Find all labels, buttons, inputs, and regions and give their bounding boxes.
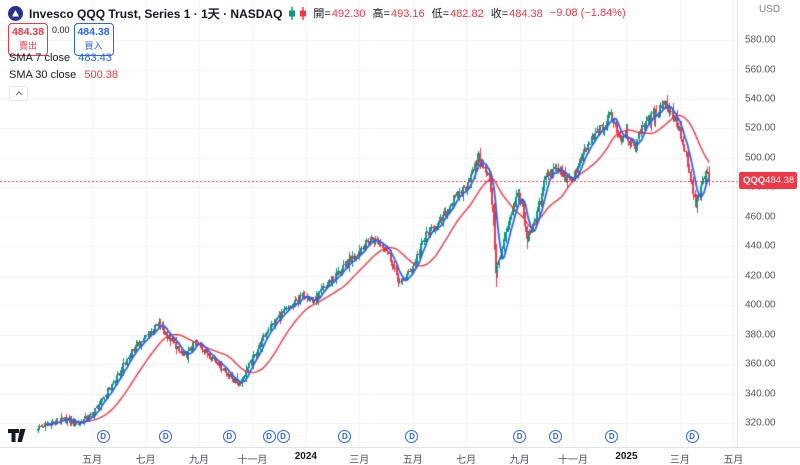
candle-style-icons — [288, 6, 307, 20]
open-label: 開= — [313, 8, 331, 20]
currency-label: USD — [758, 4, 781, 15]
indicator-row-sma7[interactable]: SMA 7 close 483.43 — [9, 52, 112, 64]
buy-label: 買入 — [84, 41, 103, 51]
price-chart-canvas[interactable] — [0, 0, 737, 447]
price-axis-label: 460.00 — [745, 211, 776, 223]
price-axis-label: 420.00 — [745, 270, 776, 282]
indicator-row-sma30[interactable]: SMA 30 close 500.38 — [9, 69, 118, 81]
time-axis-label: 五月 — [402, 455, 423, 465]
price-axis-label: 340.00 — [745, 388, 776, 400]
time-axis-label: 十一月 — [558, 455, 589, 465]
down-candle-icon — [300, 6, 307, 20]
tradingview-logo-glyph — [8, 429, 26, 442]
low-value: 482.82 — [450, 8, 484, 20]
up-candle-icon — [289, 6, 296, 20]
time-axis[interactable]: 五月 七月 九月 十一月 2024 三月 五月 七月 九月 十一月 2025 三月 五月 — [0, 447, 800, 465]
ohlc-values: 開=492.30 高=493.16 低=482.82 收=484.38 −9.0… — [313, 5, 625, 21]
time-axis-label: 五月 — [723, 455, 744, 465]
dividend-marker[interactable]: D — [405, 430, 419, 443]
dividend-marker[interactable]: D — [159, 430, 173, 443]
low-label: 低= — [431, 8, 450, 20]
price-axis-label: 500.00 — [745, 152, 776, 164]
buy-price: 484.38 — [77, 26, 110, 38]
time-axis-label: 三月 — [349, 455, 370, 465]
time-axis-label: 2025 — [615, 451, 638, 462]
close-label: 收= — [490, 8, 509, 20]
tradingview-logo[interactable] — [8, 429, 27, 447]
price-axis-label: 380.00 — [745, 329, 776, 341]
high-field: 高=493.16 — [373, 5, 425, 21]
time-axis-label: 七月 — [135, 455, 156, 465]
invesco-logo-glyph — [12, 9, 19, 16]
dividend-marker[interactable]: D — [96, 430, 110, 443]
dividend-marker[interactable]: D — [605, 430, 619, 443]
sell-label: 賣出 — [18, 41, 37, 51]
chevron-up-icon — [15, 91, 22, 96]
price-axis-label: 400.00 — [745, 299, 776, 311]
sma7-name: SMA 7 close — [9, 52, 71, 64]
price-axis-label: 540.00 — [745, 93, 776, 105]
high-value: 493.16 — [390, 8, 425, 20]
sell-button[interactable]: 484.38 賣出 — [8, 23, 48, 56]
trade-panel: 484.38 賣出 0.00 484.38 買入 — [8, 23, 114, 56]
sma7-value: 483.43 — [78, 52, 112, 64]
dividend-marker[interactable]: D — [549, 430, 563, 443]
time-axis-label: 九月 — [509, 455, 530, 465]
price-axis-label: 560.00 — [745, 64, 776, 76]
dividend-marker[interactable]: D — [338, 430, 352, 443]
spread-value: 0.00 — [52, 25, 70, 35]
open-value: 492.30 — [331, 8, 366, 20]
dividend-marker[interactable]: D — [262, 430, 276, 443]
time-axis-label: 十一月 — [237, 455, 268, 465]
buy-button[interactable]: 484.38 買入 — [73, 23, 114, 56]
collapse-indicators-button[interactable] — [9, 86, 28, 101]
last-price-badge: QQQ 484.38 — [739, 172, 797, 190]
sma30-name: SMA 30 close — [9, 69, 77, 81]
price-axis-label: 520.00 — [745, 122, 776, 134]
price-axis-label: 440.00 — [745, 240, 776, 252]
badge-price: 484.38 — [765, 175, 795, 187]
price-axis-label: 320.00 — [745, 417, 776, 429]
price-axis[interactable]: USD QQQ 484.38 580.00 560.00 540.00 520.00 5… — [737, 0, 800, 447]
time-axis-label: 五月 — [82, 455, 103, 465]
dividend-marker[interactable]: D — [685, 430, 699, 443]
price-axis-label: 360.00 — [745, 358, 776, 370]
sell-price: 484.38 — [11, 26, 45, 38]
badge-symbol: QQQ — [743, 175, 766, 187]
low-field: 低=482.82 — [432, 5, 484, 21]
close-value: 484.38 — [509, 8, 543, 20]
time-axis-label: 九月 — [188, 455, 209, 465]
price-axis-label: 580.00 — [745, 34, 776, 46]
dividend-marker[interactable]: D — [513, 430, 527, 443]
high-label: 高= — [372, 8, 390, 20]
symbol-title[interactable]: Invesco QQQ Trust, Series 1 · 1天 · NASDA… — [29, 6, 283, 21]
invesco-logo — [8, 5, 23, 21]
dividend-marker[interactable]: D — [276, 430, 290, 443]
time-axis-label: 三月 — [669, 455, 690, 465]
time-axis-label: 七月 — [456, 455, 477, 465]
close-field: 收=484.38 — [491, 5, 543, 21]
dividend-marker[interactable]: D — [222, 430, 236, 443]
change-value: −9.08 (−1.84%) — [549, 7, 626, 19]
time-axis-label: 2024 — [294, 451, 317, 462]
sma30-value: 500.38 — [84, 69, 118, 81]
open-field: 開=492.30 — [313, 5, 365, 21]
chart-header: Invesco QQQ Trust, Series 1 · 1天 · NASDA… — [8, 4, 626, 22]
